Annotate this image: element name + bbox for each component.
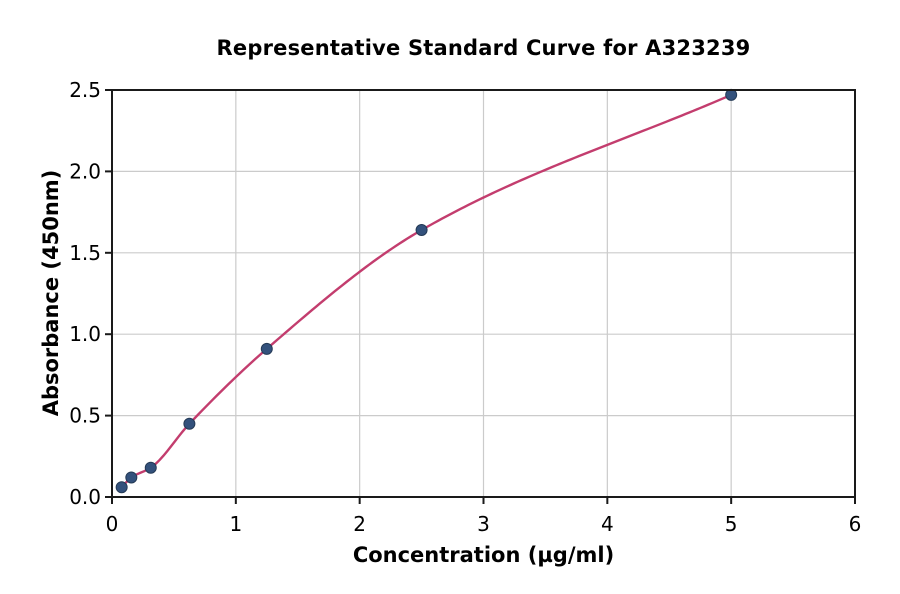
data-point-1 — [125, 471, 138, 484]
x-tick-label-2: 2 — [353, 512, 366, 536]
x-tick-label-1: 1 — [229, 512, 242, 536]
data-point-6 — [725, 88, 738, 101]
data-point-0 — [115, 481, 128, 494]
data-point-2 — [144, 461, 157, 474]
x-tick-label-5: 5 — [725, 512, 738, 536]
x-tick-label-6: 6 — [849, 512, 862, 536]
x-tick-label-0: 0 — [106, 512, 119, 536]
y-tick-label-2.5: 2.5 — [69, 78, 101, 102]
data-point-4 — [260, 342, 273, 355]
y-tick-label-1.5: 1.5 — [69, 241, 101, 265]
y-tick-label-0.0: 0.0 — [69, 485, 101, 509]
y-tick-label-1.0: 1.0 — [69, 322, 101, 346]
chart-title: Representative Standard Curve for A32323… — [216, 36, 751, 60]
y-axis-label: Absorbance (450nm) — [39, 169, 63, 417]
x-axis-label: Concentration (µg/ml) — [352, 543, 615, 567]
x-tick-label-3: 3 — [477, 512, 490, 536]
y-tick-label-2.0: 2.0 — [69, 159, 101, 183]
x-tick-label-4: 4 — [601, 512, 614, 536]
data-point-3 — [183, 417, 196, 430]
y-tick-label-0.5: 0.5 — [69, 404, 101, 428]
fit-curve — [120, 93, 733, 489]
data-point-5 — [415, 224, 428, 237]
